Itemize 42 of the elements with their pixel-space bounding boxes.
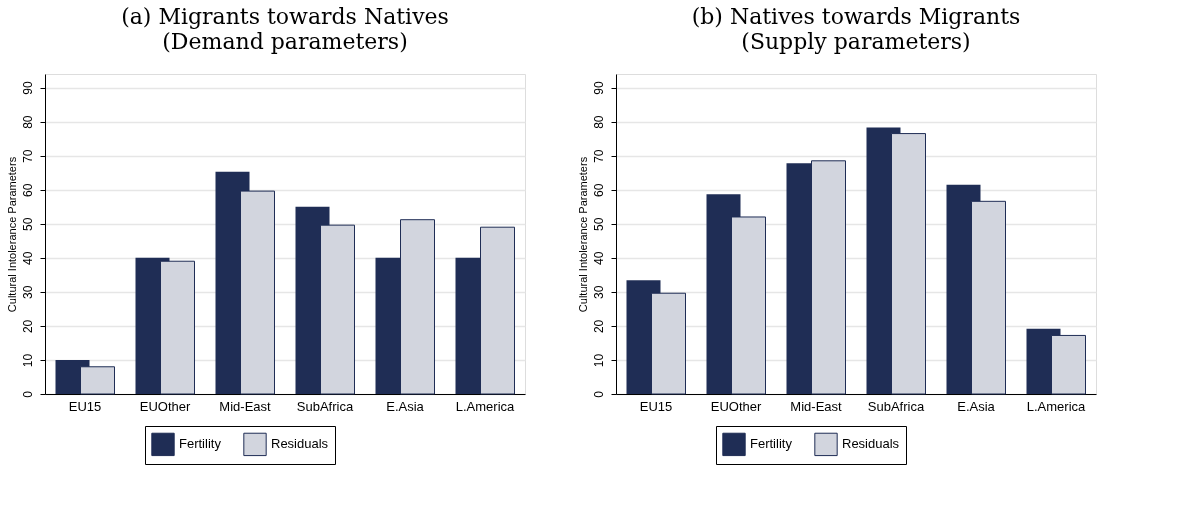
y-tick-label: 40 — [20, 251, 35, 266]
chart-title: (a) Migrants towards Natives — [121, 4, 449, 29]
y-tick-label: 60 — [591, 183, 606, 197]
y-tick-label: 80 — [20, 115, 35, 129]
x-tick-label: L.America — [455, 398, 516, 414]
chart-title: (b) Natives towards Migrants — [691, 4, 1021, 29]
y-tick-label: 30 — [591, 285, 606, 300]
y-tick-label: 90 — [20, 81, 35, 95]
y-tick-label: 40 — [591, 251, 606, 266]
y-tick-label: 60 — [20, 183, 35, 197]
legend-label: Residuals — [842, 436, 900, 452]
x-tick-label: SubAfrica — [296, 398, 354, 414]
y-tick-label: 50 — [591, 217, 606, 231]
x-tick-label: L.America — [1026, 398, 1087, 414]
y-axis-title: Cultural Intolerance Parameters — [576, 156, 589, 313]
x-tick-label: E.Asia — [386, 398, 425, 414]
y-tick-label: 0 — [20, 390, 35, 398]
y-tick-label: 20 — [20, 319, 35, 334]
y-tick-label: 50 — [20, 217, 35, 231]
y-tick-label: 90 — [591, 81, 606, 95]
y-tick-label: 0 — [591, 390, 606, 398]
x-tick-label: Mid-East — [219, 398, 272, 414]
chart-subtitle: (Demand parameters) — [162, 29, 408, 54]
y-tick-label: 20 — [591, 319, 606, 334]
y-tick-label: 10 — [20, 353, 35, 368]
y-tick-label: 10 — [591, 353, 606, 368]
legend-label: Residuals — [271, 436, 329, 452]
x-tick-label: SubAfrica — [867, 398, 925, 414]
legend-label: Fertility — [179, 436, 222, 452]
legend-label: Fertility — [750, 436, 793, 452]
x-tick-label: Mid-East — [790, 398, 843, 414]
y-axis-title: Cultural Intolerance Parameters — [5, 156, 18, 313]
y-tick-label: 80 — [591, 115, 606, 129]
chart-subtitle: (Supply parameters) — [741, 29, 971, 54]
y-tick-label: 70 — [591, 149, 606, 163]
x-tick-label: E.Asia — [957, 398, 996, 414]
x-tick-label: EU15 — [68, 398, 102, 414]
x-tick-label: EUOther — [710, 398, 762, 414]
x-tick-label: EU15 — [639, 398, 673, 414]
x-tick-label: EUOther — [139, 398, 191, 414]
y-tick-label: 30 — [20, 285, 35, 300]
y-tick-label: 70 — [20, 149, 35, 163]
